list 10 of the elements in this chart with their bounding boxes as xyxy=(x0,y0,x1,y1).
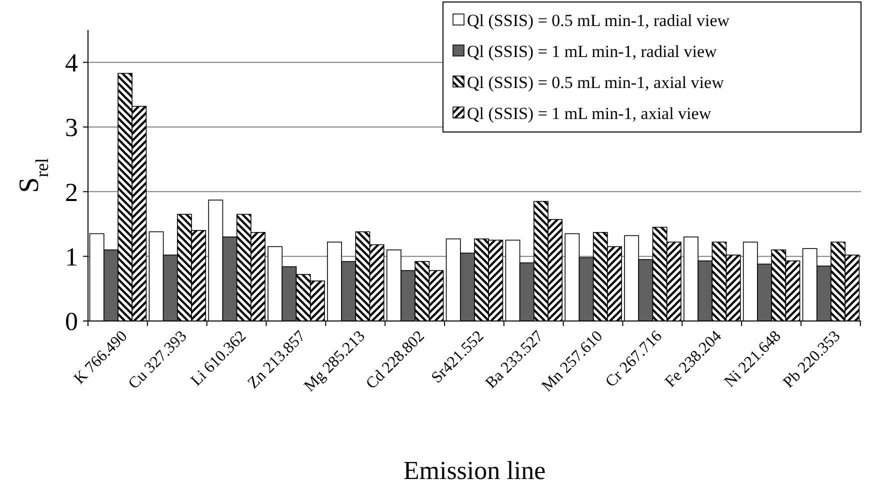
y-tick-label: 0 xyxy=(65,307,78,336)
x-axis-title: Emission line xyxy=(403,456,546,485)
legend-label: Ql (SSIS) = 0.5 mL min-1, axial view xyxy=(467,72,725,92)
y-tick-label: 4 xyxy=(65,48,78,78)
legend-label: Ql (SSIS) = 1 mL min-1, axial view xyxy=(467,104,712,123)
y-tick-label: 2 xyxy=(65,178,78,207)
legend-label: Ql (SSIS) = 0.5 mL min-1, radial view xyxy=(467,10,730,30)
y-tick-label: 1 xyxy=(65,242,78,272)
legend-label: Ql (SSIS) = 1 mL min-1, radial view xyxy=(467,42,718,61)
y-tick-label: 3 xyxy=(65,113,78,142)
